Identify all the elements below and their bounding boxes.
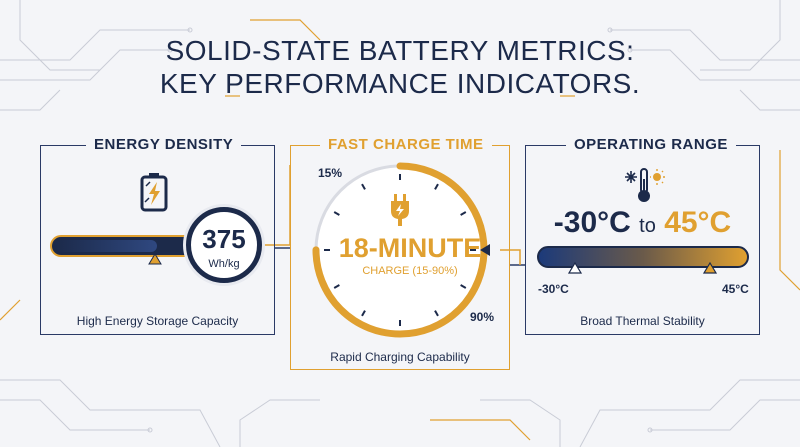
energy-density-bar xyxy=(50,235,210,257)
charge-progress-ring xyxy=(312,162,490,338)
operating-range-heading: OPERATING RANGE xyxy=(566,136,736,153)
range-high-text: 45°C xyxy=(664,206,732,239)
clock-tick xyxy=(434,183,439,190)
min-temp-marker-icon xyxy=(568,262,582,274)
operating-range-value: -30°C to 45°C xyxy=(525,206,760,240)
fast-charge-heading: FAST CHARGE TIME xyxy=(320,136,492,153)
energy-density-marker-icon xyxy=(148,253,162,265)
energy-density-value: 375 xyxy=(202,224,246,254)
fast-charge-value: 18-MINUTE xyxy=(338,233,482,263)
energy-density-dial xyxy=(186,207,262,283)
page-title: SOLID-STATE BATTERY METRICS: KEY PERFORM… xyxy=(0,34,800,100)
max-temp-marker-icon xyxy=(703,262,717,274)
clock-tick xyxy=(434,310,439,317)
fast-charge-caption: Rapid Charging Capability xyxy=(330,350,470,364)
fast-charge-subtext: CHARGE (15-90%) xyxy=(362,265,458,277)
energy-density-caption: High Energy Storage Capacity xyxy=(76,314,239,328)
min-temp-label: -30°C xyxy=(538,282,569,296)
max-temp-label: 45°C xyxy=(722,282,749,296)
temperature-gradient-bar xyxy=(537,246,749,268)
energy-density-fill xyxy=(55,240,157,252)
range-low-text: -30°C xyxy=(553,206,631,239)
energy-density-heading: ENERGY DENSITY xyxy=(86,136,242,153)
fast-charge-start-label: 15% xyxy=(318,166,343,180)
clock-tick xyxy=(361,183,366,190)
clock-tick xyxy=(460,211,467,216)
clock-tick xyxy=(460,284,467,289)
clock-tick xyxy=(361,310,366,317)
plug-bolt-icon xyxy=(391,194,409,226)
thermometer-snow-sun-icon xyxy=(625,168,665,202)
battery-charging-icon xyxy=(140,173,168,212)
energy-density-unit: Wh/kg xyxy=(208,258,240,270)
range-to-text: to xyxy=(639,215,656,237)
operating-range-caption: Broad Thermal Stability xyxy=(580,314,705,328)
title-line-2: KEY PERFORMANCE INDICATORS. xyxy=(159,68,641,99)
fast-charge-end-label: 90% xyxy=(470,310,495,324)
clock-tick xyxy=(333,284,340,289)
title-line-1: SOLID-STATE BATTERY METRICS: xyxy=(165,35,635,66)
clock-tick xyxy=(333,211,340,216)
